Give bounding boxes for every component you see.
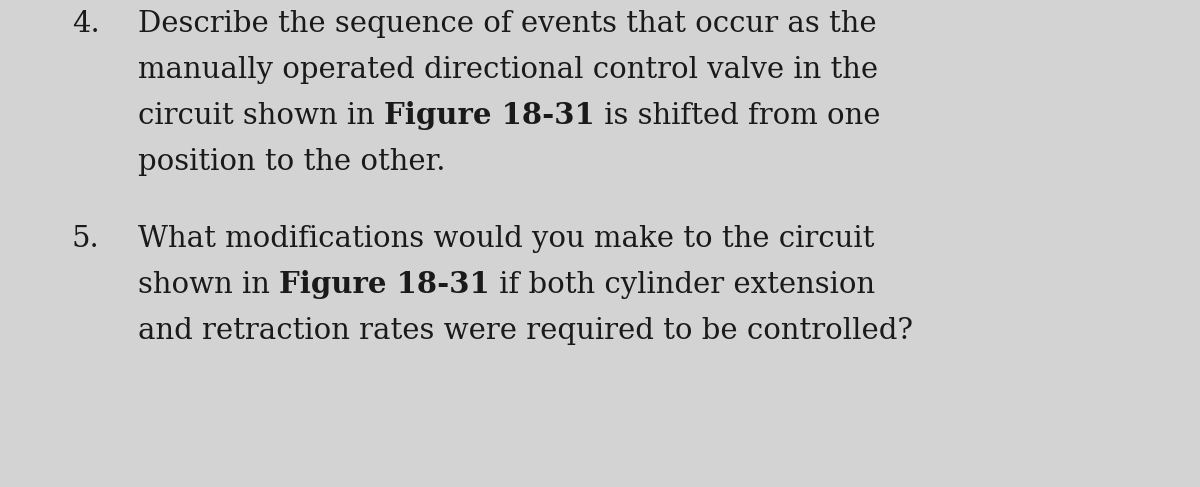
Text: 4.: 4. <box>72 10 100 38</box>
Text: shown in: shown in <box>138 271 280 299</box>
Text: if both cylinder extension: if both cylinder extension <box>490 271 875 299</box>
Text: manually operated directional control valve in the: manually operated directional control va… <box>138 56 878 84</box>
Text: Figure 18-31: Figure 18-31 <box>384 101 595 130</box>
Text: is shifted from one: is shifted from one <box>595 102 881 130</box>
Text: Figure 18-31: Figure 18-31 <box>280 270 490 299</box>
Text: and retraction rates were required to be controlled?: and retraction rates were required to be… <box>138 317 913 345</box>
Text: circuit shown in: circuit shown in <box>138 102 384 130</box>
Text: position to the other.: position to the other. <box>138 148 445 176</box>
Text: Describe the sequence of events that occur as the: Describe the sequence of events that occ… <box>138 10 877 38</box>
Text: What modifications would you make to the circuit: What modifications would you make to the… <box>138 225 875 253</box>
Text: 5.: 5. <box>72 225 100 253</box>
